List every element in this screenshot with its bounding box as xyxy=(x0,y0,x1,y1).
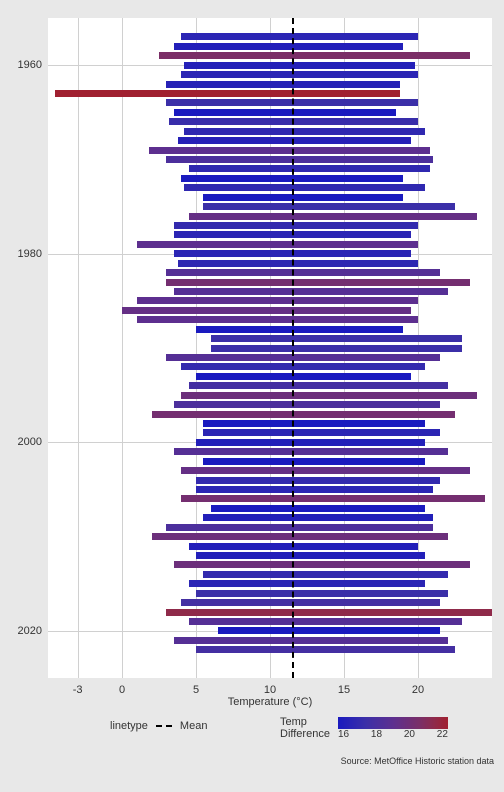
temp-bar xyxy=(181,392,477,399)
temp-bar xyxy=(189,382,448,389)
temp-bar xyxy=(203,514,432,521)
temp-bar xyxy=(184,128,425,135)
temp-bar xyxy=(181,467,470,474)
temp-bar xyxy=(181,363,425,370)
temp-bar xyxy=(174,561,470,568)
x-tick-label: 5 xyxy=(193,684,199,696)
temp-bar xyxy=(152,411,455,418)
temp-bar xyxy=(181,71,418,78)
temp-bar xyxy=(196,326,403,333)
y-tick-label: 2020 xyxy=(18,625,42,637)
temp-bar xyxy=(178,260,418,267)
x-axis-label: Temperature (°C) xyxy=(228,696,312,708)
gridline-v xyxy=(122,18,123,678)
temp-bar xyxy=(181,495,484,502)
temp-bar xyxy=(189,543,418,550)
legend-color-title: Temp Difference xyxy=(280,716,330,740)
temp-bar xyxy=(166,81,400,88)
temp-bar xyxy=(184,62,415,69)
temp-bar xyxy=(218,627,440,634)
temp-bar xyxy=(166,524,432,531)
temp-bar xyxy=(189,165,430,172)
temp-bar xyxy=(174,637,448,644)
x-tick-label: 20 xyxy=(412,684,424,696)
legend-linetype: linetype Mean xyxy=(110,720,207,732)
temp-bar xyxy=(166,279,469,286)
temp-bar xyxy=(181,33,418,40)
temp-bar xyxy=(196,439,425,446)
plot-panel xyxy=(48,18,492,678)
temp-bar xyxy=(196,552,425,559)
temp-bar xyxy=(203,429,440,436)
gradient-tick: 20 xyxy=(404,729,415,740)
temp-bar xyxy=(149,147,430,154)
gridline-v xyxy=(196,18,197,678)
temp-bar xyxy=(196,373,411,380)
temp-bar xyxy=(189,213,478,220)
y-tick-label: 2000 xyxy=(18,436,42,448)
legend-gradient-wrap: 16 18 20 22 xyxy=(338,717,448,740)
gradient-tick: 18 xyxy=(371,729,382,740)
legend-linetype-label: Mean xyxy=(180,720,208,732)
temp-bar xyxy=(122,307,411,314)
temp-bar xyxy=(174,43,403,50)
gradient-tick: 22 xyxy=(437,729,448,740)
temp-bar xyxy=(137,316,418,323)
temp-bar xyxy=(196,590,448,597)
legend-color: Temp Difference 16 18 20 22 xyxy=(280,716,448,740)
temp-bar xyxy=(174,222,418,229)
temp-bar xyxy=(211,505,426,512)
temp-bar xyxy=(166,354,440,361)
temp-bar xyxy=(189,580,426,587)
temp-bar xyxy=(203,194,403,201)
temp-bar xyxy=(196,486,433,493)
x-tick-label: 15 xyxy=(338,684,350,696)
temp-bar xyxy=(184,184,425,191)
temp-bar xyxy=(203,571,447,578)
source-caption: Source: MetOffice Historic station data xyxy=(341,756,494,766)
y-tick-label: 1960 xyxy=(18,59,42,71)
legend-gradient-bar xyxy=(338,717,448,729)
temp-bar xyxy=(203,203,455,210)
temp-bar xyxy=(174,401,440,408)
temp-bar xyxy=(137,297,418,304)
y-tick-label: 1980 xyxy=(18,248,42,260)
mean-line-sample xyxy=(156,725,172,727)
temp-bar xyxy=(196,646,455,653)
temp-bar xyxy=(178,137,410,144)
x-tick-label: 10 xyxy=(264,684,276,696)
gradient-tick: 16 xyxy=(338,729,349,740)
temp-bar xyxy=(159,52,470,59)
temp-bar xyxy=(152,533,448,540)
temp-bar xyxy=(174,109,396,116)
gridline-v xyxy=(78,18,79,678)
legend-gradient-ticks: 16 18 20 22 xyxy=(338,729,448,740)
temp-bar xyxy=(203,420,425,427)
temp-bar xyxy=(211,345,463,352)
temp-bar xyxy=(181,599,440,606)
temp-bar xyxy=(211,335,463,342)
temp-bar xyxy=(55,90,400,97)
temp-bar xyxy=(166,269,440,276)
x-tick-label: 0 xyxy=(119,684,125,696)
temp-bar xyxy=(137,241,418,248)
temp-bar xyxy=(196,477,440,484)
temp-bar xyxy=(166,156,432,163)
temp-bar xyxy=(166,609,492,616)
temp-bar xyxy=(174,448,448,455)
temp-bar xyxy=(203,458,425,465)
legend-linetype-title: linetype xyxy=(110,720,148,732)
mean-line xyxy=(292,18,294,678)
temp-bar xyxy=(174,288,448,295)
temp-bar xyxy=(189,618,463,625)
x-tick-label: -3 xyxy=(73,684,83,696)
